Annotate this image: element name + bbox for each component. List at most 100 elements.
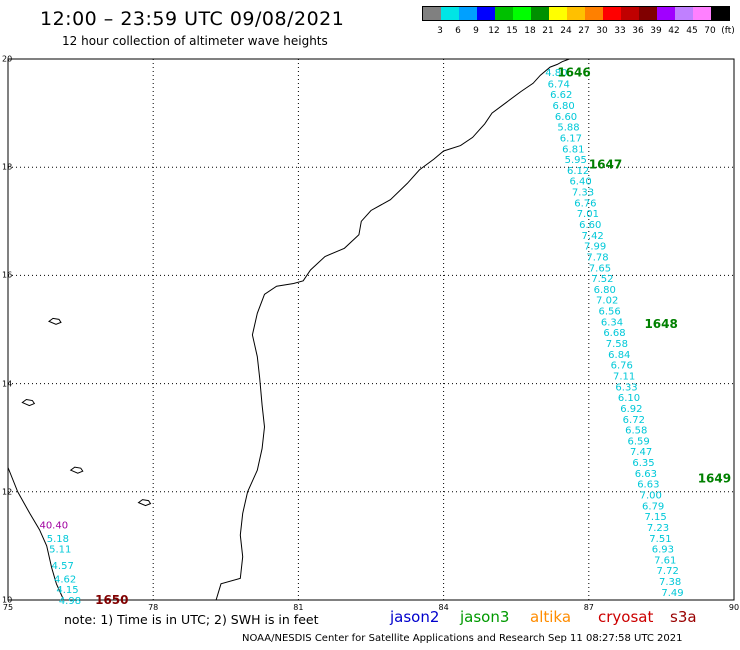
scale-swatch (513, 7, 531, 20)
swh-value: 6.92 (620, 404, 642, 415)
swh-value: 7.01 (577, 209, 599, 220)
swh-value: 6.58 (625, 426, 647, 437)
scale-label: 30 (596, 26, 608, 36)
scale-label: 42 (668, 26, 680, 36)
swh-value: 6.62 (550, 90, 572, 101)
swh-value: 6.63 (637, 480, 659, 491)
swh-value: 4.98 (59, 596, 81, 607)
swh-value: 40.40 (39, 520, 68, 531)
island-outline (47, 317, 62, 325)
scale-label: 39 (650, 26, 662, 36)
legend-s3a: s3a (670, 608, 697, 626)
pass-label: 1649 (698, 471, 731, 485)
swh-value: 7.61 (654, 555, 676, 566)
swh-value: 6.10 (618, 393, 640, 404)
swh-value: 4.80 (545, 68, 567, 79)
island-outline (69, 466, 84, 474)
footer-credit: NOAA/NESDIS Center for Satellite Applica… (242, 633, 683, 644)
scale-swatch (603, 7, 621, 20)
swh-value: 6.80 (553, 101, 575, 112)
swh-value: 5.88 (557, 123, 579, 134)
pass-label: 1646 (557, 66, 590, 80)
swh-value: 7.52 (591, 274, 613, 285)
lon-tick-label: 87 (583, 603, 594, 612)
scale-swatch (585, 7, 603, 20)
map-title: 12:00 – 23:59 UTC 09/08/2021 (40, 8, 345, 30)
legend-altika: altika (530, 608, 572, 626)
coastline-west (7, 467, 65, 601)
lon-tick-label: 78 (148, 603, 159, 612)
scale-swatch (459, 7, 477, 20)
color-scale: 3 6 9 12 15 18 21 24 27 30 33 36 39 42 45 70 (ft) (422, 6, 740, 42)
scale-swatch (675, 7, 693, 20)
color-scale-swatches (422, 6, 730, 21)
color-scale-labels: 3 6 9 12 15 18 21 24 27 30 33 36 39 42 45 70 (ft) (422, 26, 740, 40)
scale-label: 33 (614, 26, 626, 36)
swh-value: 6.81 (562, 144, 584, 155)
swh-value: 7.51 (649, 534, 671, 545)
swh-value: 7.00 (640, 491, 662, 502)
swh-value: 6.76 (611, 361, 633, 372)
lat-tick-label: 16 (2, 270, 13, 280)
scale-swatch (549, 7, 567, 20)
lon-tick-label: 81 (293, 603, 304, 612)
swh-value: 7.02 (596, 296, 618, 307)
scale-label: 21 (542, 26, 554, 36)
swh-value: 6.12 (567, 166, 589, 177)
scale-label: 70 (704, 26, 716, 36)
scale-swatch (477, 7, 495, 20)
pass-label: 1650 (95, 593, 128, 607)
swh-value: 7.47 (630, 447, 652, 458)
scale-swatch (711, 7, 729, 20)
map-frame (7, 58, 735, 601)
scale-swatch (639, 7, 657, 20)
swh-value: 6.35 (632, 458, 654, 469)
legend-cryosat: cryosat (598, 608, 654, 626)
scale-swatch (693, 7, 711, 20)
swh-value: 7.49 (661, 588, 683, 599)
swh-value: 7.23 (647, 523, 669, 534)
scale-swatch (531, 7, 549, 20)
scale-swatch (657, 7, 675, 20)
lon-tick-label: 75 (2, 603, 14, 612)
scale-label: 3 (437, 26, 443, 36)
coastline-east (215, 58, 570, 601)
lat-tick-label: 14 (2, 379, 13, 389)
swh-value: 7.11 (613, 371, 635, 382)
swh-value: 6.60 (579, 220, 601, 231)
swh-value: 5.11 (49, 545, 71, 556)
swh-value: 7.72 (657, 566, 679, 577)
island-outline (137, 499, 152, 507)
swh-value: 6.68 (603, 328, 625, 339)
scale-swatch (423, 7, 441, 20)
swh-value: 4.57 (52, 561, 74, 572)
scale-swatch (441, 7, 459, 20)
swh-value: 4.15 (56, 585, 78, 596)
swh-value: 6.84 (608, 350, 630, 361)
swh-value: 6.33 (615, 382, 637, 393)
pass-label: 1647 (589, 157, 622, 171)
scale-swatch (495, 7, 513, 20)
swh-value: 7.65 (589, 263, 611, 274)
swh-value: 6.40 (569, 177, 591, 188)
swh-value: 5.95 (565, 155, 587, 166)
swh-value: 7.38 (659, 577, 681, 588)
map-subtitle: 12 hour collection of altimeter wave hei… (62, 34, 328, 48)
swh-value: 6.93 (652, 545, 674, 556)
swh-value: 7.42 (582, 231, 604, 242)
swh-value: 7.78 (586, 252, 608, 263)
swh-value: 5.18 (47, 534, 69, 545)
swh-value: 7.33 (572, 188, 594, 199)
lat-tick-label: 10 (2, 595, 13, 605)
swh-value: 6.59 (628, 436, 650, 447)
scale-label: 12 (488, 26, 500, 36)
swh-value: 6.74 (548, 79, 570, 90)
scale-label: (ft) (721, 26, 735, 36)
swh-value: 6.76 (574, 198, 596, 209)
swh-value: 7.58 (606, 339, 628, 350)
scale-label: 18 (524, 26, 536, 36)
swh-value: 6.63 (635, 469, 657, 480)
pass-label: 1648 (644, 317, 677, 331)
swh-value: 6.34 (601, 317, 623, 328)
